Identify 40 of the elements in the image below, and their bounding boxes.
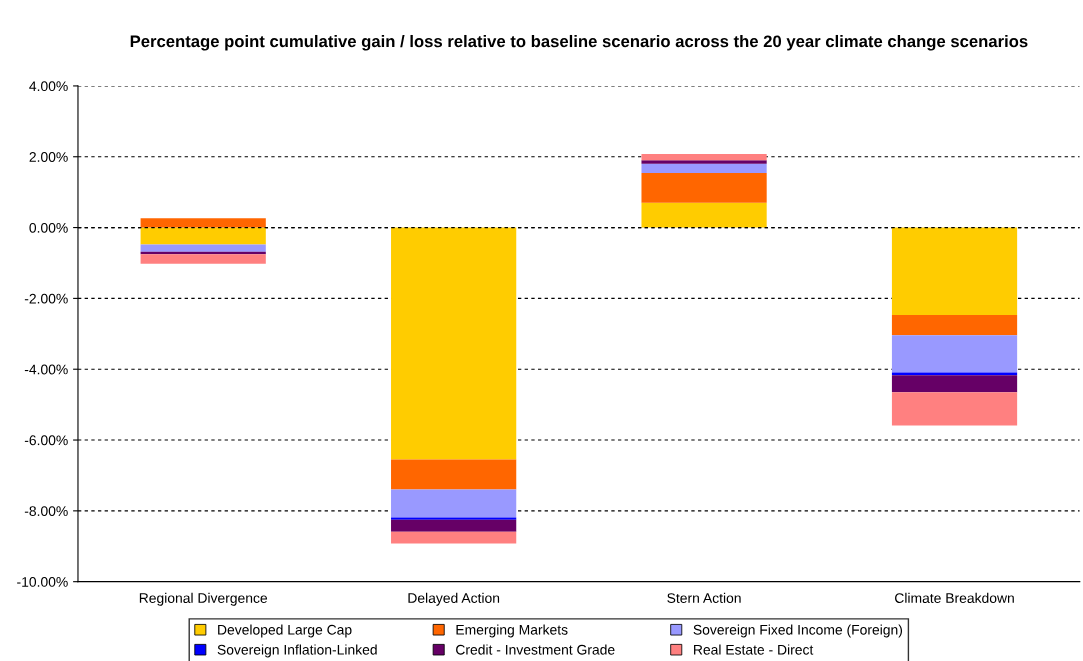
bar <box>641 163 767 174</box>
y-tick-label: -2.00% <box>24 293 68 304</box>
bar <box>140 254 266 264</box>
legend-label: Developed Large Cap <box>218 624 352 638</box>
bar <box>140 227 266 245</box>
legend-label: Emerging Markets <box>456 624 568 638</box>
bar <box>641 173 767 203</box>
bar <box>391 489 517 518</box>
bar <box>391 517 517 520</box>
x-tick-label: Regional Divergence <box>139 592 268 606</box>
legend-label: Sovereign Fixed Income (Foreign) <box>693 624 903 638</box>
bar <box>641 153 767 161</box>
bar <box>891 372 1018 376</box>
y-tick-label: 4.00% <box>29 81 68 92</box>
y-tick-label: 2.00% <box>29 152 68 162</box>
bar <box>140 244 266 252</box>
bar <box>891 375 1018 393</box>
y-tick-label: -6.00% <box>24 435 68 446</box>
y-tick-label: -8.00% <box>24 506 68 517</box>
bar <box>391 227 517 460</box>
bar <box>891 335 1018 373</box>
legend-label: Sovereign Inflation-Linked <box>217 644 377 658</box>
legend-label: Credit - Investment Grade <box>456 644 615 655</box>
chart-title: Percentage point cumulative gain / loss relative to baseline scenario across the 20 year climate change scenarios <box>130 34 1028 51</box>
bar <box>391 531 517 544</box>
x-tick-label: Delayed Action <box>408 592 500 606</box>
x-tick-label: Climate Breakdown <box>895 592 1014 603</box>
bar <box>891 392 1018 426</box>
x-tick-label: Stern Action <box>667 592 741 603</box>
y-tick-label: -4.00% <box>24 364 68 375</box>
bar <box>391 519 517 532</box>
bar <box>891 315 1018 336</box>
bar <box>891 227 1018 316</box>
bar <box>641 202 767 228</box>
bar <box>391 459 517 490</box>
y-tick-label: 0.00% <box>29 222 68 233</box>
y-tick-label: -10.00% <box>17 577 68 587</box>
bar <box>641 160 767 164</box>
bar <box>140 218 266 228</box>
legend-label: Real Estate - Direct <box>694 644 814 655</box>
